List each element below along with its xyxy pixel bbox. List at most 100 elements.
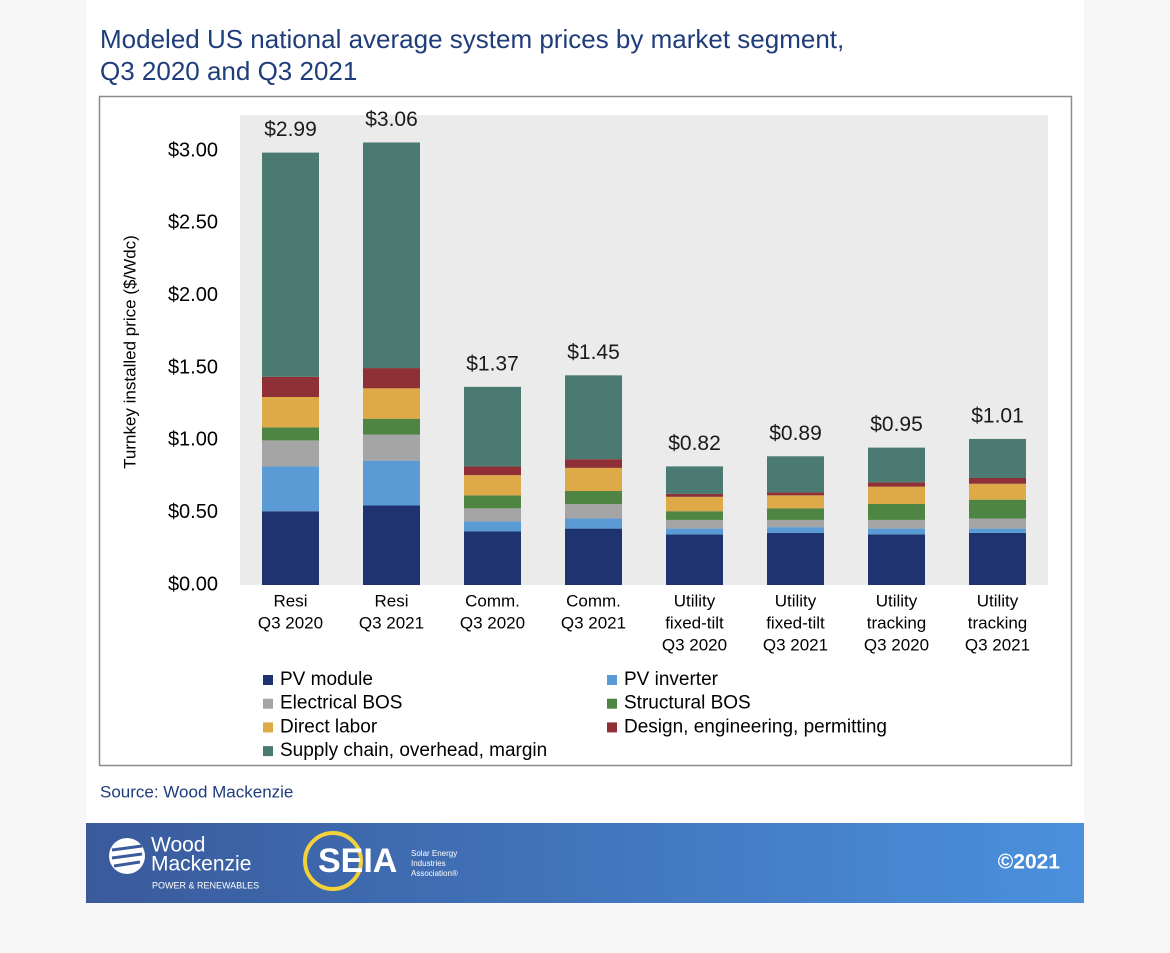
y-axis-label: Turnkey installed price ($/Wdc) (120, 235, 139, 469)
legend-label: Supply chain, overhead, margin (280, 740, 547, 761)
wm-name: Mackenzie (151, 853, 251, 876)
y-tick-label: $1.00 (168, 429, 218, 451)
x-tick-label: tracking (867, 613, 927, 632)
seia-ring (303, 831, 363, 891)
bar-segment (363, 505, 420, 585)
source: Source: Wood Mackenzie (100, 782, 293, 801)
seia-sub: Solar Energy (411, 849, 457, 858)
chart-title: Q3 2020 and Q3 2021 (100, 56, 357, 86)
total-label: $0.82 (668, 432, 721, 455)
bar-segment (868, 519, 925, 529)
x-tick-label: Resi (273, 591, 307, 610)
x-tick-label: Q3 2021 (763, 635, 828, 654)
bar-segment (969, 518, 1026, 529)
bar-segment (767, 456, 824, 493)
seia-sub: Industries (411, 859, 446, 868)
bar-segment (464, 521, 521, 532)
bar-segment (969, 477, 1026, 484)
bar-segment (565, 375, 622, 460)
legend-label: Direct labor (280, 716, 378, 737)
bar-segment (666, 466, 723, 494)
bar-segment (565, 459, 622, 468)
legend-swatch (263, 722, 273, 733)
bar-segment (868, 534, 925, 585)
total-label: $2.99 (264, 118, 317, 141)
legend-swatch (607, 722, 617, 733)
bar-segment (666, 534, 723, 585)
bar-segment (464, 475, 521, 496)
legend-label: Structural BOS (624, 693, 751, 714)
y-tick-label: $2.50 (168, 212, 218, 234)
legend-swatch (263, 675, 273, 685)
wm-name: Wood (151, 834, 205, 857)
bar-segment (464, 495, 521, 509)
bar-segment (565, 504, 622, 519)
y-tick-label: $0.00 (168, 573, 218, 595)
bar-segment (262, 511, 319, 585)
bar-segment (565, 467, 622, 491)
bar-segment (767, 508, 824, 520)
bar-segment (464, 508, 521, 522)
footer (86, 823, 1084, 903)
bar-segment (262, 440, 319, 467)
legend-swatch (607, 675, 617, 685)
total-label: $1.37 (466, 352, 519, 375)
bar-segment (262, 397, 319, 428)
x-tick-label: Comm. (465, 591, 520, 610)
total-label: $1.01 (971, 404, 1024, 427)
total-label: $0.89 (769, 422, 822, 445)
plot-area (240, 115, 1048, 585)
bar-segment (464, 531, 521, 585)
x-tick-label: tracking (968, 613, 1028, 632)
x-tick-label: Comm. (566, 591, 621, 610)
x-tick-label: Utility (977, 591, 1019, 610)
bar-segment (464, 386, 521, 467)
bar-segment (666, 511, 723, 520)
wm-logo-stripes (111, 844, 143, 868)
x-tick-label: Q3 2020 (662, 635, 727, 654)
bar-segment (868, 482, 925, 487)
x-tick-label: Q3 2020 (258, 613, 323, 632)
bar-segment (969, 483, 1026, 500)
copyright: ©2021 (998, 851, 1061, 874)
bar-segment (363, 418, 420, 435)
seia-sub: Association® (411, 869, 458, 878)
bar-segment (262, 427, 319, 441)
bar-segment (666, 496, 723, 512)
bar-segment (262, 152, 319, 377)
y-tick-label: $1.50 (168, 356, 218, 378)
x-tick-label: Resi (374, 591, 408, 610)
x-tick-label: Q3 2021 (965, 635, 1030, 654)
bar-segment (363, 434, 420, 461)
legend-label: PV module (280, 669, 373, 690)
y-tick-label: $2.00 (168, 284, 218, 306)
x-tick-label: Utility (674, 591, 716, 610)
bar-segment (969, 499, 1026, 519)
y-tick-label: $3.00 (168, 139, 218, 161)
legend-swatch (607, 698, 617, 709)
x-tick-label: Q3 2020 (460, 613, 525, 632)
bar-segment (969, 528, 1026, 533)
legend-swatch (263, 746, 273, 757)
x-tick-label: Q3 2021 (359, 613, 424, 632)
total-label: $3.06 (365, 108, 418, 131)
bar-segment (868, 504, 925, 520)
bar-segment (868, 528, 925, 535)
bar-segment (262, 376, 319, 397)
x-tick-label: Q3 2020 (864, 635, 929, 654)
bar-segment (363, 142, 420, 369)
bar-segment (363, 368, 420, 389)
bar-segment (565, 528, 622, 585)
legend-label: Design, engineering, permitting (624, 716, 887, 737)
x-tick-label: Utility (775, 591, 817, 610)
bar-segment (969, 438, 1026, 478)
bar-segment (868, 486, 925, 505)
x-tick-label: fixed-tilt (766, 613, 825, 632)
legend-label: Electrical BOS (280, 693, 402, 714)
bar-segment (767, 492, 824, 496)
bar-segment (666, 519, 723, 529)
bar-segment (666, 528, 723, 535)
bar-segment (868, 447, 925, 483)
bar-segment (464, 466, 521, 476)
